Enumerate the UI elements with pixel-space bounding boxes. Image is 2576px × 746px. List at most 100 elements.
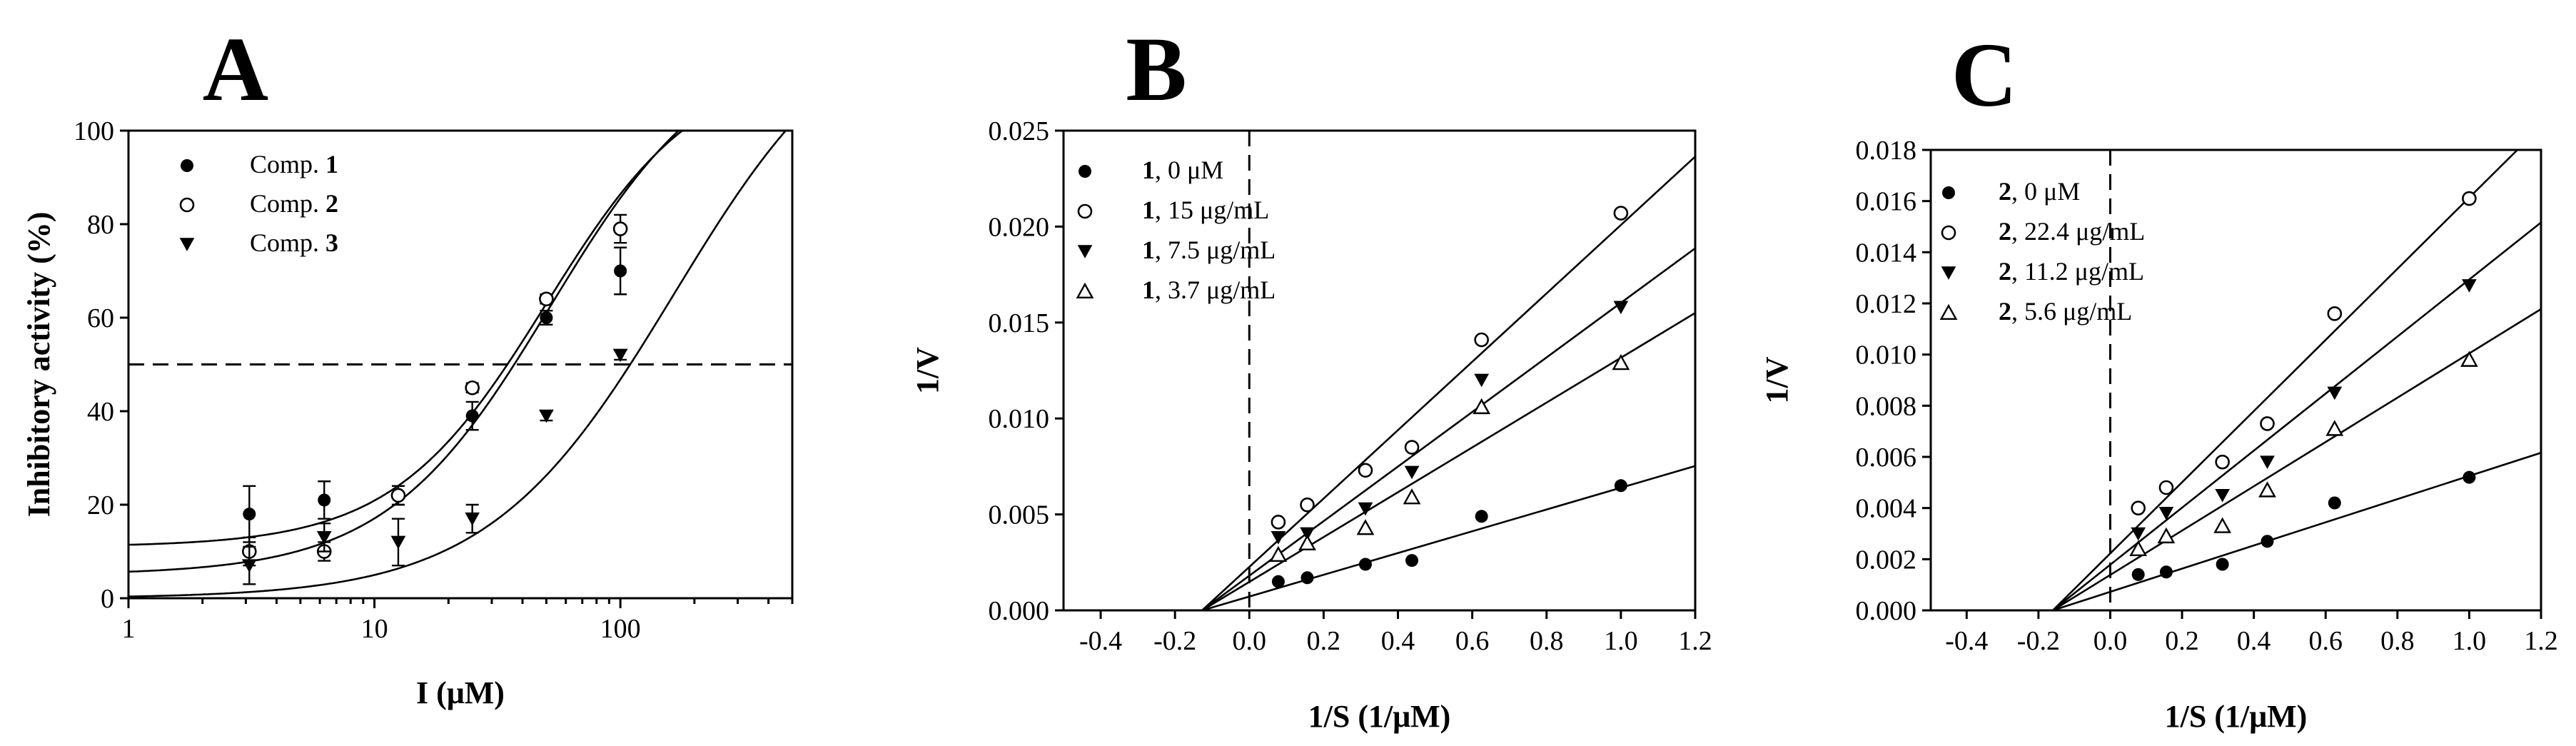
data-point	[1271, 515, 1286, 530]
data-point	[540, 311, 553, 324]
y-tick-label: 0.006	[1856, 443, 1917, 473]
y-axis-label: Inhibitory activity (%)	[21, 212, 56, 518]
data-point	[243, 508, 256, 521]
x-tick-label: 0.6	[2308, 626, 2343, 656]
legend-entry: 1, 3.7 μg/mL	[1142, 276, 1276, 304]
y-axis-label: 1/V	[910, 347, 945, 394]
y-tick-label: 0.000	[989, 596, 1050, 626]
data-point	[2159, 565, 2173, 579]
legend-entry: Comp. 2	[250, 189, 338, 218]
legend-entry: 2, 11.2 μg/mL	[1999, 257, 2144, 286]
data-point	[2327, 386, 2343, 400]
y-tick-label: 60	[87, 303, 114, 333]
data-point	[2325, 420, 2344, 436]
legend-entry: 1, 15 μg/mL	[1142, 196, 1269, 224]
legend-entry: 2, 22.4 μg/mL	[1999, 217, 2145, 246]
data-point	[1475, 510, 1488, 523]
data-point	[1403, 488, 1421, 505]
x-axis-label: I (μM)	[416, 675, 505, 710]
data-point	[2328, 496, 2341, 510]
y-tick-label: 0.012	[1856, 289, 1917, 319]
legend-marker	[1079, 165, 1091, 178]
y-tick-label: 0.010	[989, 404, 1050, 434]
data-point	[1300, 571, 1314, 585]
legend-label: , 15 μg/mL	[1155, 196, 1269, 224]
legend-entry: Comp. 1	[250, 150, 338, 178]
data-point	[612, 221, 628, 236]
data-point	[2129, 540, 2148, 556]
y-axis-label: 1/V	[1759, 356, 1794, 403]
x-axis-label: 1/S (1/μM)	[2165, 699, 2308, 734]
panel-letter-c: C	[1951, 24, 2017, 126]
x-tick-label: -0.2	[2017, 626, 2060, 656]
legend-entry: 2, 0 μM	[1999, 177, 2080, 206]
data-point	[2158, 507, 2174, 520]
data-point	[2460, 351, 2478, 367]
data-point	[1613, 206, 1629, 221]
regression-line	[1201, 465, 1695, 610]
data-point	[2215, 454, 2230, 470]
y-tick-label: 0.014	[1856, 238, 1917, 268]
legend-compound-number: 1	[1142, 236, 1155, 264]
data-point	[2131, 500, 2146, 515]
legend-label: , 11.2 μg/mL	[2011, 257, 2144, 286]
data-point	[465, 380, 480, 395]
panel-c: C0.0000.0020.0040.0060.0080.0100.0120.01…	[1759, 24, 2558, 734]
x-tick-label: 1.0	[2453, 626, 2487, 656]
legend-entry: Comp. 3	[250, 228, 338, 257]
legend-compound-number: 1	[1142, 156, 1155, 184]
legend-marker	[1076, 282, 1094, 298]
data-point	[539, 291, 554, 307]
x-tick-label: 100	[600, 614, 641, 644]
legend-compound-number: 1	[325, 150, 338, 178]
data-point	[1405, 554, 1419, 568]
y-tick-label: 0.008	[1856, 391, 1917, 421]
legend-marker	[1941, 266, 1956, 280]
data-point	[1300, 527, 1315, 541]
data-point	[2158, 480, 2174, 495]
y-tick-label: 0.002	[1856, 545, 1917, 575]
legend-marker	[179, 238, 195, 251]
legend-marker	[1939, 303, 1958, 320]
x-tick-label: 10	[361, 614, 388, 644]
legend-compound-number: 3	[325, 228, 338, 257]
plot-area	[128, 131, 792, 598]
legend-compound-number: 2	[1999, 297, 2011, 326]
legend-marker	[181, 159, 193, 172]
data-point	[2260, 416, 2275, 431]
legend-label: , 3.7 μg/mL	[1155, 276, 1276, 304]
legend-label: Comp.	[250, 228, 325, 257]
legend-label: Comp.	[250, 150, 325, 178]
legend-entry: 1, 7.5 μg/mL	[1142, 236, 1276, 264]
x-tick-label: 0.4	[1381, 626, 1415, 656]
regression-line	[1201, 247, 1695, 610]
legend-compound-number: 2	[1999, 257, 2011, 286]
data-point	[2131, 527, 2146, 541]
legend-entry: 2, 5.6 μg/mL	[1999, 297, 2132, 326]
data-point	[1358, 463, 1373, 478]
data-point	[1269, 545, 1288, 563]
data-point	[2157, 527, 2176, 544]
x-tick-label: 0.4	[2237, 626, 2271, 656]
data-point	[318, 493, 331, 507]
y-tick-label: 40	[87, 397, 114, 427]
y-tick-label: 0.016	[1856, 187, 1917, 217]
y-tick-label: 0.005	[989, 500, 1050, 530]
legend-label: , 5.6 μg/mL	[2011, 297, 2132, 326]
legend-label: , 0 μM	[1155, 156, 1223, 184]
x-tick-label: 0.2	[2165, 626, 2199, 656]
legend-entry: 1, 0 μM	[1142, 156, 1223, 184]
y-tick-label: 0.020	[989, 212, 1050, 242]
legend-marker	[1077, 203, 1093, 219]
regression-line	[1201, 156, 1695, 610]
legend-compound-number: 2	[1999, 217, 2011, 246]
data-point	[612, 348, 628, 363]
x-tick-label: 0.2	[1307, 626, 1341, 656]
panel-letter-b: B	[1126, 19, 1186, 120]
data-point	[1271, 531, 1286, 545]
data-point	[2216, 558, 2229, 571]
data-point	[614, 264, 627, 278]
y-tick-label: 20	[87, 490, 114, 520]
legend-marker	[1942, 186, 1955, 199]
x-tick-label: 0.0	[1233, 626, 1267, 656]
